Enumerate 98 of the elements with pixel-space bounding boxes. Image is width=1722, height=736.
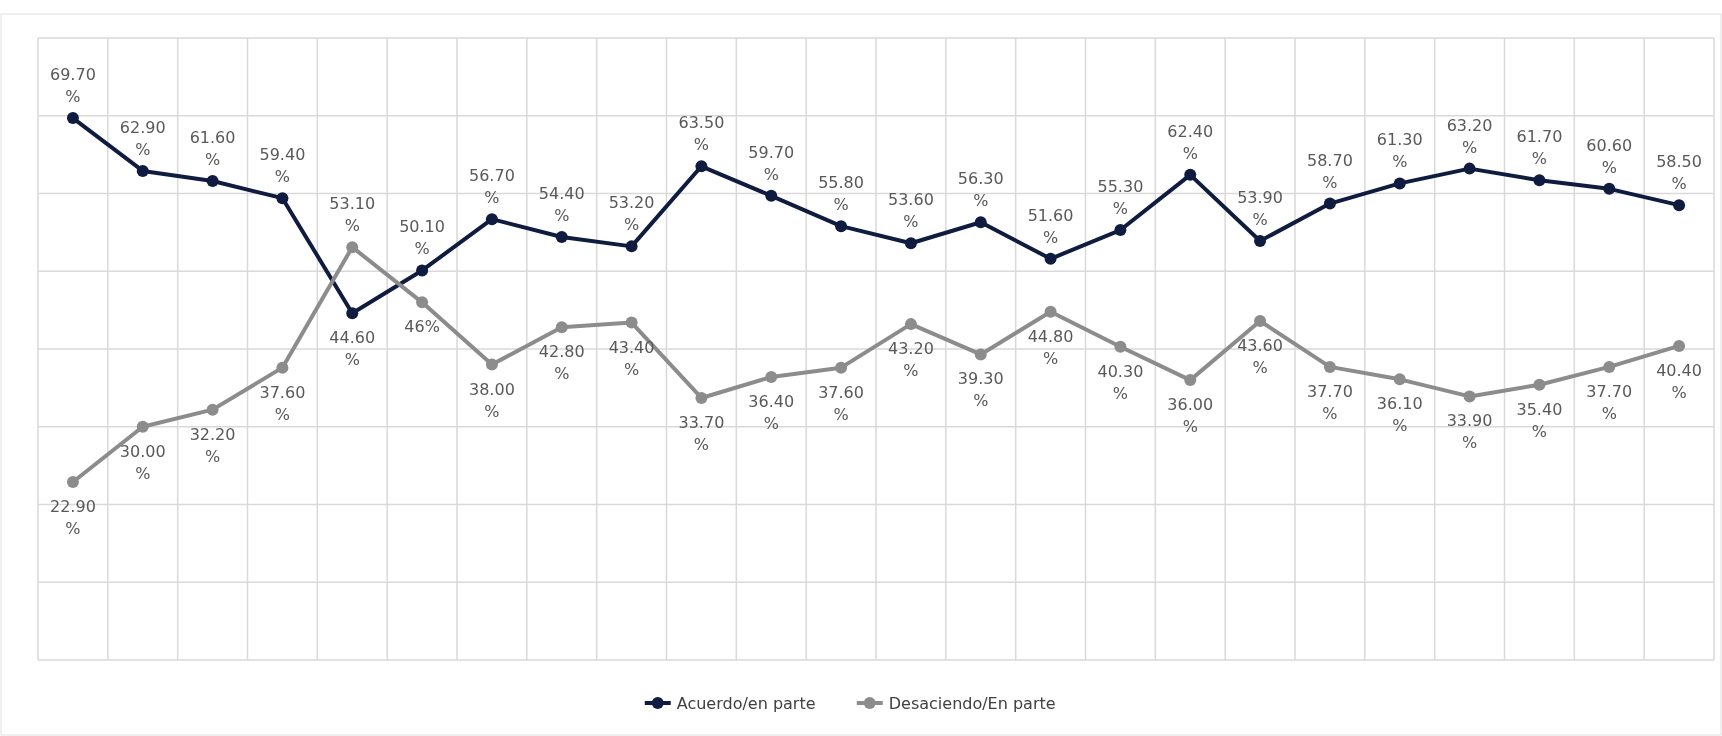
data-label: 43.40 % xyxy=(608,337,655,379)
point xyxy=(1463,162,1476,175)
point xyxy=(1463,390,1476,403)
data-label: 46% xyxy=(404,317,440,337)
data-label: 50.10 % xyxy=(399,217,445,259)
data-label: 62.90 % xyxy=(119,117,166,159)
point xyxy=(625,240,638,253)
point xyxy=(1533,174,1546,187)
point xyxy=(1114,340,1127,353)
point xyxy=(276,361,289,374)
point xyxy=(904,318,917,331)
data-label: 30.00 % xyxy=(119,441,166,483)
point xyxy=(66,112,79,125)
data-label: 43.20 % xyxy=(888,339,934,381)
point xyxy=(416,264,429,277)
point xyxy=(1323,197,1336,210)
point xyxy=(1393,373,1406,386)
point xyxy=(765,189,778,202)
point xyxy=(1603,182,1616,195)
data-label: 53.10 % xyxy=(329,194,376,236)
data-label: 55.80 % xyxy=(818,173,864,215)
data-label: 53.60 % xyxy=(888,190,934,232)
data-label: 53.20 % xyxy=(608,193,655,235)
data-label: 58.70 % xyxy=(1307,150,1353,192)
point xyxy=(835,220,848,233)
data-label: 63.50 % xyxy=(678,113,725,155)
data-label: 39.30 % xyxy=(957,369,1004,411)
point xyxy=(1673,199,1686,212)
point xyxy=(206,403,219,416)
point xyxy=(904,237,917,250)
point xyxy=(1114,224,1127,237)
data-label: 63.20 % xyxy=(1446,115,1493,157)
data-label: 62.40 % xyxy=(1167,121,1214,163)
point xyxy=(835,361,848,374)
data-label: 44.80 % xyxy=(1027,326,1074,368)
point xyxy=(1184,168,1197,181)
data-label: 22.90 % xyxy=(50,496,96,538)
data-label: 60.60 % xyxy=(1586,135,1633,177)
data-label: 37.60 % xyxy=(259,382,306,424)
data-label: 37.70 % xyxy=(1586,381,1633,423)
data-label: 58.50 % xyxy=(1656,152,1702,194)
point xyxy=(1533,378,1546,391)
point xyxy=(346,307,359,320)
point xyxy=(1044,252,1057,265)
point xyxy=(1044,305,1057,318)
data-label: 69.70 % xyxy=(50,65,96,107)
data-label: 36.10 % xyxy=(1376,394,1423,436)
data-label: 40.40 % xyxy=(1656,360,1702,402)
data-label: 55.30 % xyxy=(1097,177,1144,219)
data-label: 56.30 % xyxy=(957,169,1004,211)
data-label: 61.60 % xyxy=(189,128,236,170)
point xyxy=(1603,360,1616,373)
data-label: 54.40 % xyxy=(538,184,585,226)
data-label: 56.70 % xyxy=(469,166,515,208)
data-label: 40.30 % xyxy=(1097,361,1144,403)
point xyxy=(485,358,498,371)
data-label: 32.20 % xyxy=(189,424,236,466)
data-label: 44.60 % xyxy=(329,328,376,370)
point xyxy=(66,475,79,488)
point xyxy=(346,241,359,254)
point xyxy=(555,231,568,244)
data-label: 43.60 % xyxy=(1237,336,1283,378)
legend-label: Acuerdo/en parte xyxy=(676,694,816,713)
data-label: 35.40 % xyxy=(1516,399,1563,441)
data-label: 38.00 % xyxy=(469,379,515,421)
point xyxy=(974,348,987,361)
point xyxy=(1184,374,1197,387)
data-label: 42.80 % xyxy=(538,342,585,384)
data-label: 37.70 % xyxy=(1307,381,1353,423)
data-label: 61.70 % xyxy=(1516,127,1563,169)
point xyxy=(765,370,778,383)
point xyxy=(1254,234,1267,247)
point xyxy=(485,213,498,226)
data-label: 36.40 % xyxy=(748,391,795,433)
data-label: 53.90 % xyxy=(1237,187,1283,229)
point xyxy=(555,321,568,334)
point xyxy=(974,216,987,229)
point xyxy=(625,316,638,329)
data-label: 33.90 % xyxy=(1446,411,1493,453)
point xyxy=(276,192,289,205)
point xyxy=(206,175,219,188)
point xyxy=(136,420,149,433)
point xyxy=(1323,360,1336,373)
data-label: 36.00 % xyxy=(1167,395,1214,437)
point xyxy=(136,164,149,177)
data-label: 59.40 % xyxy=(259,145,306,187)
point xyxy=(1393,177,1406,190)
point xyxy=(695,391,708,404)
data-label: 33.70 % xyxy=(678,412,725,454)
legend-label: Desaciendo/En parte xyxy=(888,694,1056,713)
point xyxy=(416,296,429,309)
data-label: 61.30 % xyxy=(1376,130,1423,172)
point xyxy=(1673,339,1686,352)
data-label: 51.60 % xyxy=(1027,205,1074,247)
point xyxy=(695,160,708,173)
point xyxy=(1254,315,1267,328)
data-label: 37.60 % xyxy=(818,382,864,424)
data-label: 59.70 % xyxy=(748,142,795,184)
